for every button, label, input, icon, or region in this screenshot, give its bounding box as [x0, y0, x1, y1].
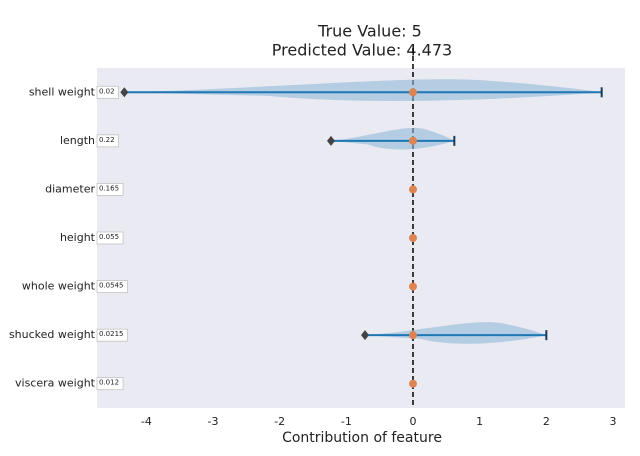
feature-label: length [60, 134, 95, 147]
feature-label: viscera weight [15, 377, 96, 390]
feature-value: 0.02 [99, 87, 115, 95]
violin [331, 127, 455, 150]
contribution-dot [409, 234, 417, 242]
feature-value-box [96, 85, 119, 99]
min-marker [327, 135, 335, 146]
chart-subtitle: Predicted Value: 4.473 [272, 41, 452, 60]
feature-value-box [96, 280, 128, 293]
min-marker [120, 87, 129, 98]
x-tick-label: 0 [410, 415, 417, 428]
x-tick-label: -1 [341, 415, 352, 428]
contribution-dot [409, 185, 417, 194]
contribution-dot [409, 136, 417, 145]
feature-value: 0.012 [99, 379, 119, 387]
feature-label: whole weight [22, 280, 96, 293]
plot-area [97, 68, 625, 408]
contribution-dot [409, 379, 417, 388]
x-axis-label: Contribution of feature [282, 430, 442, 446]
feature-value-box [96, 134, 119, 148]
x-tick-label: -3 [208, 415, 219, 428]
feature-value: 0.055 [99, 233, 119, 241]
x-tick-label: 2 [543, 415, 550, 428]
feature-value: 0.22 [99, 136, 115, 144]
feature-value: 0.165 [99, 184, 119, 192]
feature-label: height [60, 231, 96, 244]
feature-label: shell weight [29, 85, 96, 98]
x-tick-label: 1 [476, 415, 483, 428]
feature-value: 0.0545 [99, 282, 124, 290]
feature-value: 0.0215 [99, 330, 124, 338]
x-tick-label: -4 [141, 415, 152, 428]
feature-value-box [96, 183, 124, 196]
feature-value-box [96, 377, 124, 391]
x-tick-label: -2 [274, 415, 285, 428]
contribution-dot [409, 331, 417, 340]
feature-label: diameter [45, 182, 95, 195]
contribution-dot [409, 88, 417, 97]
feature-value-box [96, 328, 128, 342]
violin [365, 322, 547, 344]
contribution-dot [409, 282, 417, 291]
feature-value-box [96, 231, 124, 245]
chart-title: True Value: 5 [317, 22, 422, 41]
x-tick-label: 3 [610, 415, 617, 428]
feature-label: shucked weight [9, 328, 96, 341]
min-marker [361, 330, 369, 341]
violin [124, 79, 602, 101]
